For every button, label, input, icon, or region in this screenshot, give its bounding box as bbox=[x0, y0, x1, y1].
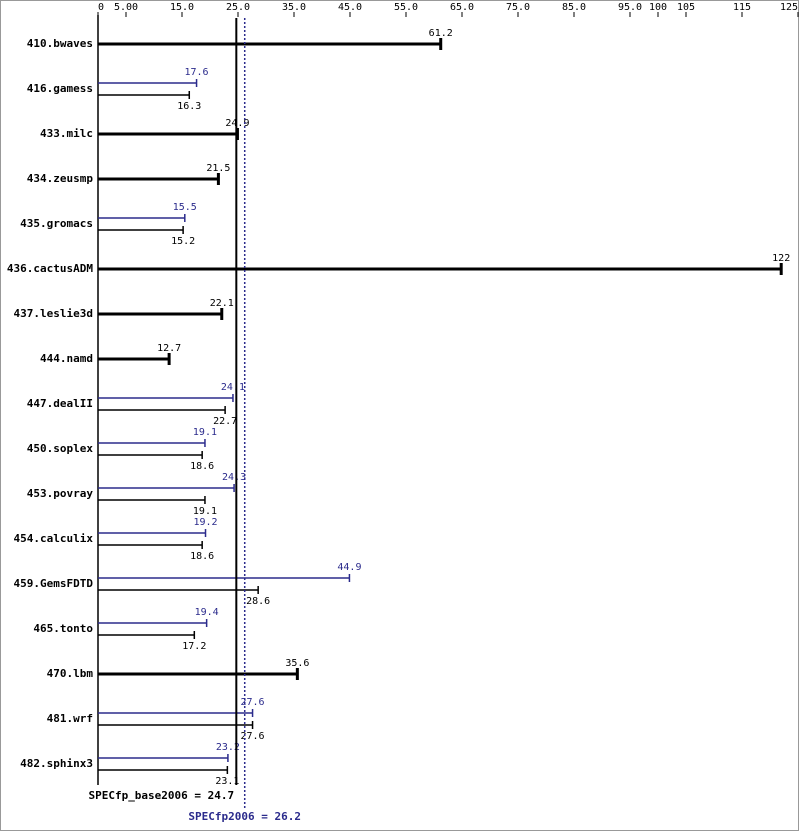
x-tick-label: 85.0 bbox=[562, 2, 586, 13]
value-label: 21.5 bbox=[206, 163, 230, 174]
bar bbox=[98, 226, 184, 234]
x-tick-label: 125 bbox=[780, 2, 798, 13]
value-label: 35.6 bbox=[285, 658, 309, 669]
value-label: 15.2 bbox=[171, 236, 195, 247]
category-label: 437.leslie3d bbox=[14, 307, 93, 320]
value-label: 15.5 bbox=[173, 202, 197, 213]
bar bbox=[98, 439, 206, 447]
bar bbox=[98, 91, 191, 99]
category-label: 459.GemsFDTD bbox=[14, 577, 94, 590]
value-label: 17.6 bbox=[185, 67, 209, 78]
value-label: 24.9 bbox=[225, 118, 249, 129]
value-label: 22.1 bbox=[210, 298, 234, 309]
bar bbox=[98, 496, 206, 504]
bar bbox=[98, 529, 207, 537]
bar bbox=[98, 263, 783, 275]
value-label: 61.2 bbox=[429, 28, 453, 39]
value-label: 24.3 bbox=[222, 472, 246, 483]
value-label: 27.6 bbox=[241, 697, 265, 708]
x-tick-label: 0 bbox=[98, 2, 104, 13]
value-label: 19.1 bbox=[193, 427, 217, 438]
category-label: 436.cactusADM bbox=[7, 262, 93, 275]
value-label: 23.2 bbox=[216, 742, 240, 753]
value-label: 122 bbox=[772, 253, 790, 264]
x-tick-label: 35.0 bbox=[282, 2, 306, 13]
value-label: 19.2 bbox=[193, 517, 217, 528]
category-label: 434.zeusmp bbox=[27, 172, 94, 185]
x-tick-label: 95.0 bbox=[618, 2, 642, 13]
x-tick-label: 65.0 bbox=[450, 2, 474, 13]
category-label: 465.tonto bbox=[33, 622, 93, 635]
bar bbox=[98, 631, 196, 639]
x-tick-label: 25.0 bbox=[226, 2, 250, 13]
category-label: 433.milc bbox=[40, 127, 93, 140]
category-label: 444.namd bbox=[40, 352, 93, 365]
x-tick-label: 5.00 bbox=[114, 2, 138, 13]
category-label: 450.soplex bbox=[27, 442, 94, 455]
category-label: 454.calculix bbox=[14, 532, 94, 545]
bar bbox=[98, 619, 208, 627]
bar bbox=[98, 38, 443, 50]
bar bbox=[98, 308, 224, 320]
value-label: 16.3 bbox=[177, 101, 201, 112]
value-label: 19.1 bbox=[193, 506, 217, 517]
bar bbox=[98, 709, 254, 717]
category-label: 416.gamess bbox=[27, 82, 93, 95]
value-label: 44.9 bbox=[337, 562, 361, 573]
bar bbox=[98, 128, 239, 140]
value-label: 22.7 bbox=[213, 416, 237, 427]
bar bbox=[98, 406, 226, 414]
bar bbox=[98, 214, 186, 222]
x-tick-label: 45.0 bbox=[338, 2, 362, 13]
bar bbox=[98, 668, 299, 680]
bar bbox=[98, 394, 234, 402]
x-tick-label: 55.0 bbox=[394, 2, 418, 13]
value-label: 28.6 bbox=[246, 596, 270, 607]
bar bbox=[98, 754, 229, 762]
value-label: 18.6 bbox=[190, 461, 214, 472]
category-label: 447.dealII bbox=[27, 397, 93, 410]
reference-label: SPECfp_base2006 = 24.7 bbox=[88, 789, 234, 802]
bar bbox=[98, 721, 254, 729]
bar bbox=[98, 451, 203, 459]
bar bbox=[98, 484, 235, 492]
reference-label: SPECfp2006 = 26.2 bbox=[188, 810, 301, 823]
category-label: 435.gromacs bbox=[20, 217, 93, 230]
bar bbox=[98, 586, 259, 594]
bar bbox=[98, 766, 229, 774]
bar bbox=[98, 173, 220, 185]
category-label: 482.sphinx3 bbox=[20, 757, 93, 770]
bar bbox=[98, 353, 171, 365]
bar bbox=[98, 79, 198, 87]
value-label: 23.1 bbox=[215, 776, 239, 787]
value-label: 18.6 bbox=[190, 551, 214, 562]
x-tick-label: 75.0 bbox=[506, 2, 530, 13]
bar bbox=[98, 541, 203, 549]
category-label: 410.bwaves bbox=[27, 37, 93, 50]
value-label: 12.7 bbox=[157, 343, 181, 354]
category-label: 481.wrf bbox=[47, 712, 93, 725]
value-label: 27.6 bbox=[241, 731, 265, 742]
x-tick-label: 15.0 bbox=[170, 2, 194, 13]
value-label: 24.1 bbox=[221, 382, 245, 393]
value-label: 19.4 bbox=[195, 607, 219, 618]
x-tick-label: 105 bbox=[677, 2, 695, 13]
category-label: 470.lbm bbox=[47, 667, 94, 680]
x-tick-label: 100 bbox=[649, 2, 667, 13]
x-tick-label: 115 bbox=[733, 2, 751, 13]
value-label: 17.2 bbox=[182, 641, 206, 652]
category-label: 453.povray bbox=[27, 487, 94, 500]
bar bbox=[98, 574, 351, 582]
